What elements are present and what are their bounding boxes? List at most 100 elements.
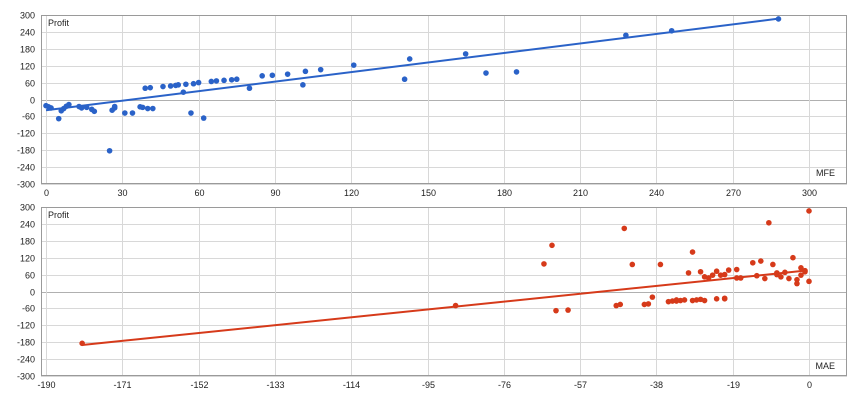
data-point [66,101,72,108]
data-point [798,265,804,271]
data-point [798,272,804,278]
x-tick-label: -76 [498,380,511,390]
x-tick-label: -95 [422,380,435,390]
x-tick-label: -152 [190,380,208,390]
x-tick-label: 150 [421,188,436,198]
x-tick-label: 60 [194,188,204,198]
data-point [697,268,704,275]
data-point [681,297,688,303]
data-point [183,81,189,88]
data-point [200,115,207,121]
chart-0-xlabel: MFE [816,168,835,178]
y-tick-label: 180 [20,237,35,247]
data-point [713,268,720,275]
data-point [302,68,309,75]
data-point [221,77,227,84]
data-point [685,270,692,276]
x-tick-label: 180 [497,188,512,198]
data-point [139,104,146,111]
y-tick-label: -60 [22,304,35,314]
data-point [208,78,215,85]
x-tick-label: -19 [727,380,740,390]
data-point [749,259,756,266]
data-point [794,276,800,283]
y-tick-label: 240 [20,28,35,38]
data-point [790,254,796,261]
plot-frame [41,15,847,184]
data-point [452,302,459,309]
y-tick-label: -300 [17,372,35,382]
x-tick-label: -171 [113,380,131,390]
x-tick-label: 0 [807,380,812,390]
trend-line [45,17,779,112]
data-point [782,269,788,276]
x-tick-label: -38 [650,380,663,390]
y-tick-label: -180 [17,338,35,348]
data-point [721,296,728,302]
data-point [770,261,776,268]
data-point [709,272,716,278]
data-point [55,115,62,122]
y-tick-label: -120 [17,321,35,331]
data-point [317,66,324,73]
data-point [617,301,624,308]
plot-frame [41,207,847,376]
data-point [48,105,54,111]
data-point [144,105,151,112]
data-point [300,82,306,88]
y-tick-label: -240 [17,163,35,173]
data-point [794,280,800,287]
y-tick-label: -180 [17,146,35,156]
y-tick-label: 240 [20,220,35,230]
data-point [188,110,194,116]
data-point [91,108,98,115]
data-point [806,208,812,214]
data-point [629,261,636,268]
data-point [541,261,547,267]
data-point [806,278,812,285]
data-point [721,271,728,278]
data-point [401,76,408,83]
data-point [167,83,174,89]
data-point [778,274,784,280]
data-point [733,266,740,273]
data-point [142,85,148,92]
x-tick-label: 240 [649,188,664,198]
data-point [753,272,760,279]
data-point [802,267,808,274]
x-tick-label: 90 [270,188,280,198]
data-point [83,104,90,111]
x-tick-label: 0 [44,188,49,198]
data-point [621,225,628,232]
mfe-profit-chart: 300 240 180 120 60 0 -60 -120 -180 -240 -300 0 30 60 9… [17,11,847,198]
y-tick-label: -240 [17,355,35,365]
x-tick-label: 270 [726,188,741,198]
data-point [483,70,489,76]
y-tick-label: 120 [20,62,35,72]
data-point [733,275,740,281]
x-tick-label: 210 [573,188,588,198]
data-point [233,76,240,83]
y-tick-label: 120 [20,254,35,264]
chart-0-ylabel: Profit [48,18,70,28]
y-tick-label: -300 [17,180,35,190]
data-point [689,249,696,255]
x-tick-label: 300 [802,188,817,198]
data-point [775,16,782,22]
data-point [645,301,652,307]
data-point [350,62,357,68]
data-point [701,297,708,304]
data-point [284,71,291,77]
x-tick-label: -57 [574,380,587,390]
data-point [78,105,85,111]
data-point [180,89,187,95]
data-point [762,275,768,282]
data-point [565,307,571,313]
data-point [129,110,136,116]
data-point [766,219,772,226]
data-point [668,27,675,34]
data-point [79,340,85,347]
data-point [106,147,113,154]
